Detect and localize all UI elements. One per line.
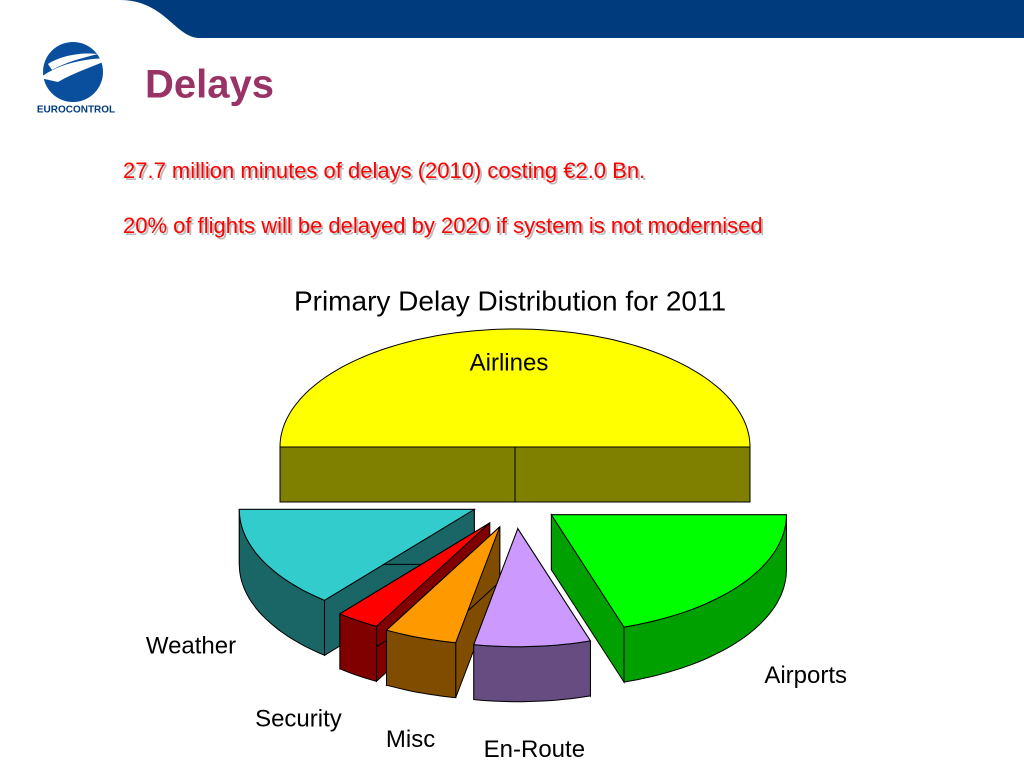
slice-top xyxy=(550,514,787,628)
slice-top xyxy=(338,522,491,627)
logo-swoosh xyxy=(48,53,98,70)
slice-label: Security xyxy=(255,705,342,732)
slide-title: Delays xyxy=(145,63,274,107)
slice-top xyxy=(385,526,501,644)
pie-slice xyxy=(550,513,787,684)
slice-top xyxy=(473,527,592,648)
logo: EUROCONTROL xyxy=(37,42,115,116)
text-shadow: 27.7 million minutes of delays (2010) co… xyxy=(125,160,647,185)
pie-slice xyxy=(279,328,751,503)
text-shadow: 20% of flights will be delayed by 2020 i… xyxy=(125,215,765,240)
slice-label: Airlines xyxy=(470,349,549,376)
slice-label: Weather xyxy=(146,633,236,660)
slice-side xyxy=(279,446,516,503)
logo-swoosh xyxy=(40,58,112,82)
slice-side xyxy=(514,446,751,503)
slice-wall xyxy=(473,640,591,703)
slice-label: Misc xyxy=(386,726,435,753)
text-line: 20% of flights will be delayed by 2020 i… xyxy=(123,213,763,238)
pie-slice xyxy=(385,525,501,699)
text-line: 27.7 million minutes of delays (2010) co… xyxy=(123,158,645,183)
slice-label: Airports xyxy=(764,662,847,689)
slice-top xyxy=(279,328,751,448)
header-bar xyxy=(120,0,1024,38)
pie: Airlines Airports En-Route Misc Security Weat… xyxy=(146,328,847,763)
slice-label: En-Route xyxy=(484,736,585,763)
slice-top xyxy=(238,508,477,601)
chart-title: Primary Delay Distribution for 2011 xyxy=(294,285,726,316)
logo-text: EUROCONTROL xyxy=(37,105,115,116)
pie-slice xyxy=(473,527,592,703)
